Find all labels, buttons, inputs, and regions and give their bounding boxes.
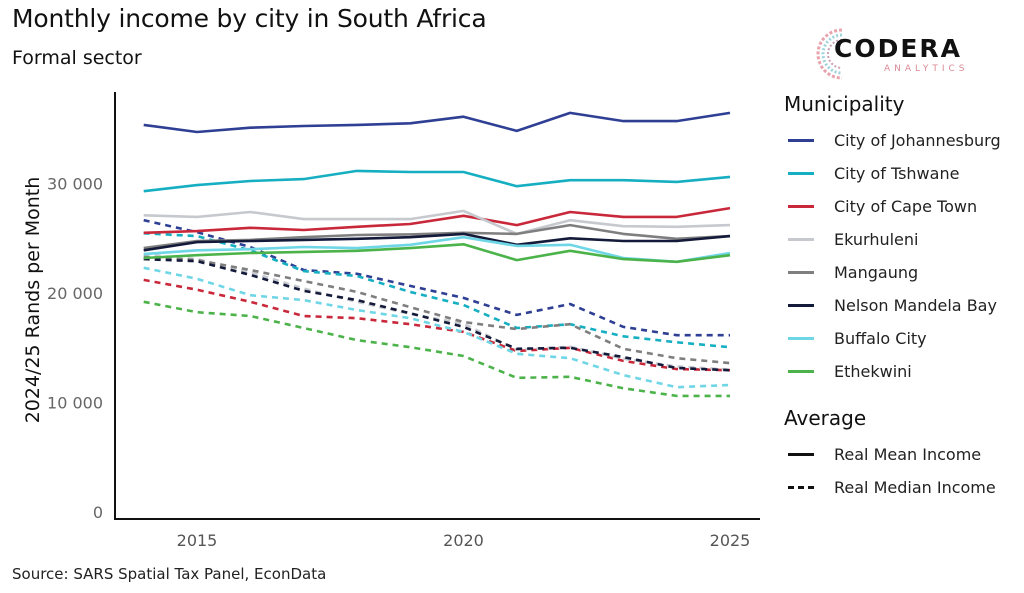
legend-label: City of Cape Town: [834, 197, 978, 216]
legend-swatch: [788, 172, 814, 175]
legend-swatch: [788, 337, 814, 340]
series-line-city-of-johannesburg-median: [143, 218, 730, 337]
legend-label: Real Mean Income: [834, 445, 982, 464]
legend-item: Mangaung: [784, 256, 1001, 289]
series-line-ekurhuleni-mean: [143, 209, 731, 236]
legend-item: City of Tshwane: [784, 157, 1001, 190]
legend-swatch: [788, 453, 814, 456]
legend-label: Ethekwini: [834, 362, 912, 381]
y-tick-label: 20 000: [47, 284, 103, 303]
logo-tagline: ANALYTICS: [884, 64, 969, 74]
series-layer: [143, 111, 731, 398]
x-tick-label: 2025: [710, 531, 751, 550]
legend-swatch: [788, 205, 814, 208]
legend-label: Real Median Income: [834, 478, 996, 497]
legend-item: Real Mean Income: [784, 438, 1001, 471]
legend-item: City of Cape Town: [784, 190, 1001, 223]
legend-municipality-list: City of Johannesburg City of Tshwane City …: [784, 124, 1001, 388]
series-line-ethekwini-median: [143, 300, 730, 398]
legend: Municipality City of Johannesburg City of…: [784, 92, 1001, 504]
y-tick-label: 30 000: [47, 175, 103, 194]
legend-swatch: [788, 370, 814, 373]
series-line-ekurhuleni-median: [143, 253, 731, 371]
legend-swatch: [788, 139, 814, 142]
series-line-mangaung-median: [143, 255, 731, 365]
legend-item: Ekurhuleni: [784, 223, 1001, 256]
y-tick-label: 0: [93, 503, 103, 522]
legend-label: Mangaung: [834, 263, 919, 282]
series-line-nelson-mandela-bay-mean: [143, 232, 731, 252]
legend-swatch: [788, 304, 814, 307]
y-tick-label: 10 000: [47, 394, 103, 413]
legend-item: City of Johannesburg: [784, 124, 1001, 157]
legend-label: City of Johannesburg: [834, 131, 1001, 150]
axes-layer: [114, 92, 760, 520]
series-line-city-of-tshwane-mean: [143, 169, 731, 193]
legend-label: Ekurhuleni: [834, 230, 919, 249]
legend-item: Buffalo City: [784, 322, 1001, 355]
legend-item: Nelson Mandela Bay: [784, 289, 1001, 322]
chart-title: Monthly income by city in South Africa: [12, 4, 487, 33]
legend-label: Nelson Mandela Bay: [834, 296, 997, 315]
x-tick-label: 2015: [177, 531, 218, 550]
chart-subtitle: Formal sector: [12, 47, 142, 69]
series-line-nelson-mandela-bay-median: [143, 257, 731, 372]
legend-average-list: Real Mean Income Real Median Income: [784, 438, 1001, 504]
legend-item: Real Median Income: [784, 471, 1001, 504]
legend-item: Ethekwini: [784, 355, 1001, 388]
source-note: Source: SARS Spatial Tax Panel, EconData: [12, 565, 327, 583]
series-line-ethekwini-mean: [143, 243, 731, 264]
series-line-buffalo-city-median: [143, 266, 731, 389]
logo-wordmark: CODERA: [834, 34, 963, 63]
legend-title-municipality: Municipality: [784, 92, 905, 116]
codera-logo: CODERA ANALYTICS: [812, 24, 982, 84]
series-line-city-of-johannesburg-mean: [143, 111, 731, 134]
legend-label: City of Tshwane: [834, 164, 960, 183]
x-tick-label: 2020: [443, 531, 484, 550]
series-line-city-of-cape-town-mean: [143, 206, 731, 235]
legend-swatch: [788, 271, 814, 274]
series-line-city-of-tshwane-median: [143, 232, 731, 349]
legend-label: Buffalo City: [834, 329, 927, 348]
tick-layer: 0 10 000 20 000 30 000 2015 2020 2025: [47, 175, 750, 551]
legend-swatch: [788, 238, 814, 241]
series-line-city-of-cape-town-median: [143, 278, 731, 372]
legend-title-average: Average: [784, 406, 867, 430]
legend-swatch: [788, 486, 814, 489]
logo-mark-icon: [816, 28, 843, 80]
